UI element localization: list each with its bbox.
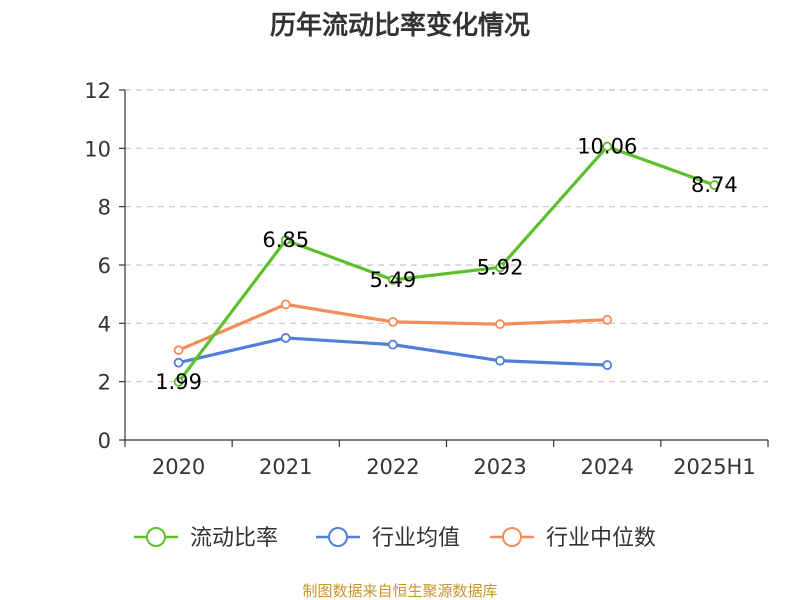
data-point-1: [388, 339, 398, 350]
chart-title: 历年流动比率变化情况: [270, 10, 530, 41]
series-line-0: [177, 144, 715, 383]
legend-label-0: 流动比率: [190, 526, 278, 551]
data-point-2: [495, 319, 505, 330]
y-tick-label: 8: [98, 196, 111, 220]
legend-label-2: 行业中位数: [546, 526, 656, 551]
legend-marker-1: [328, 527, 348, 547]
legend-marker-2: [502, 527, 522, 547]
data-point-1: [280, 333, 291, 343]
data-point-2: [280, 299, 291, 310]
data-labels: 1.99 6.85 5.49 5.92 10.06 8.74: [155, 135, 738, 394]
grid: [125, 89, 768, 383]
data-point-2: [602, 314, 613, 325]
data-label: 8.74: [691, 173, 738, 197]
data-point-0: [602, 141, 613, 152]
y-tick-label: 6: [98, 254, 111, 278]
x-tick-label: 2025H1: [673, 455, 756, 479]
y-tick-label: 4: [98, 312, 111, 336]
y-tick-label: 10: [84, 137, 111, 161]
x-tick-label: 2023: [473, 455, 526, 479]
data-label: 5.49: [370, 268, 417, 292]
data-label: 5.92: [477, 255, 524, 279]
axes: 0 2 4 6 8 10 12 2020 2021 2022 2023 2024 2025H1: [84, 79, 769, 479]
data-point-0: [280, 235, 291, 246]
data-point-1: [495, 355, 505, 366]
data-point-0: [495, 262, 505, 273]
x-tick-label: 2022: [366, 455, 419, 479]
data-point-0: [388, 274, 398, 285]
data-point-1: [173, 357, 184, 368]
x-tick-label: 2024: [581, 455, 634, 479]
data-label: 10.06: [577, 135, 637, 159]
data-point-2: [388, 316, 398, 327]
legend-label-1: 行业均值: [372, 526, 460, 551]
data-label: 6.85: [262, 228, 309, 252]
x-tick-label: 2021: [259, 455, 312, 479]
x-tick-label: 2020: [152, 455, 205, 479]
data-label: 1.99: [155, 370, 202, 394]
y-tick-label: 2: [98, 371, 111, 395]
data-point-1: [602, 360, 613, 370]
data-point-0: [709, 180, 720, 190]
legend: 流动比率 行业均值 行业中位数: [134, 526, 656, 551]
legend-marker-0: [146, 527, 166, 547]
data-point-2: [173, 345, 184, 356]
y-tick-label: 0: [98, 429, 111, 453]
source-note: 制图数据来自恒生聚源数据库: [302, 582, 497, 600]
y-tick-label: 12: [84, 79, 111, 103]
data-point-0: [173, 377, 184, 387]
series-layer: [173, 141, 720, 387]
